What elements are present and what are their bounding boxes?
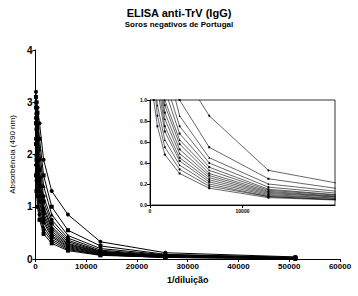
svg-text:0.4: 0.4 xyxy=(140,160,147,166)
svg-text:0: 0 xyxy=(149,208,152,214)
svg-text:0.6: 0.6 xyxy=(140,139,147,145)
svg-text:Absorbência (490 nm): Absorbência (490 nm) xyxy=(8,115,17,194)
svg-text:60000: 60000 xyxy=(329,262,352,271)
svg-text:3: 3 xyxy=(27,97,33,108)
svg-text:50000: 50000 xyxy=(278,262,301,271)
svg-text:1: 1 xyxy=(27,201,33,212)
svg-text:20000: 20000 xyxy=(126,262,149,271)
svg-text:10000: 10000 xyxy=(236,208,250,214)
svg-text:30000: 30000 xyxy=(177,262,200,271)
svg-text:40000: 40000 xyxy=(227,262,250,271)
svg-text:1/diluição: 1/diluição xyxy=(167,275,209,285)
svg-text:2: 2 xyxy=(27,149,33,160)
svg-text:0.0: 0.0 xyxy=(140,202,147,208)
svg-text:4: 4 xyxy=(27,45,33,56)
svg-text:1.0: 1.0 xyxy=(140,97,147,103)
svg-text:Soros negativos de Portugal: Soros negativos de Portugal xyxy=(125,20,233,29)
svg-text:10000: 10000 xyxy=(75,262,98,271)
svg-text:0.2: 0.2 xyxy=(140,181,147,187)
svg-text:0: 0 xyxy=(33,262,38,271)
svg-text:ELISA anti-TrV (IgG): ELISA anti-TrV (IgG) xyxy=(127,7,232,19)
svg-text:0.8: 0.8 xyxy=(140,118,147,124)
svg-text:0: 0 xyxy=(27,254,33,265)
